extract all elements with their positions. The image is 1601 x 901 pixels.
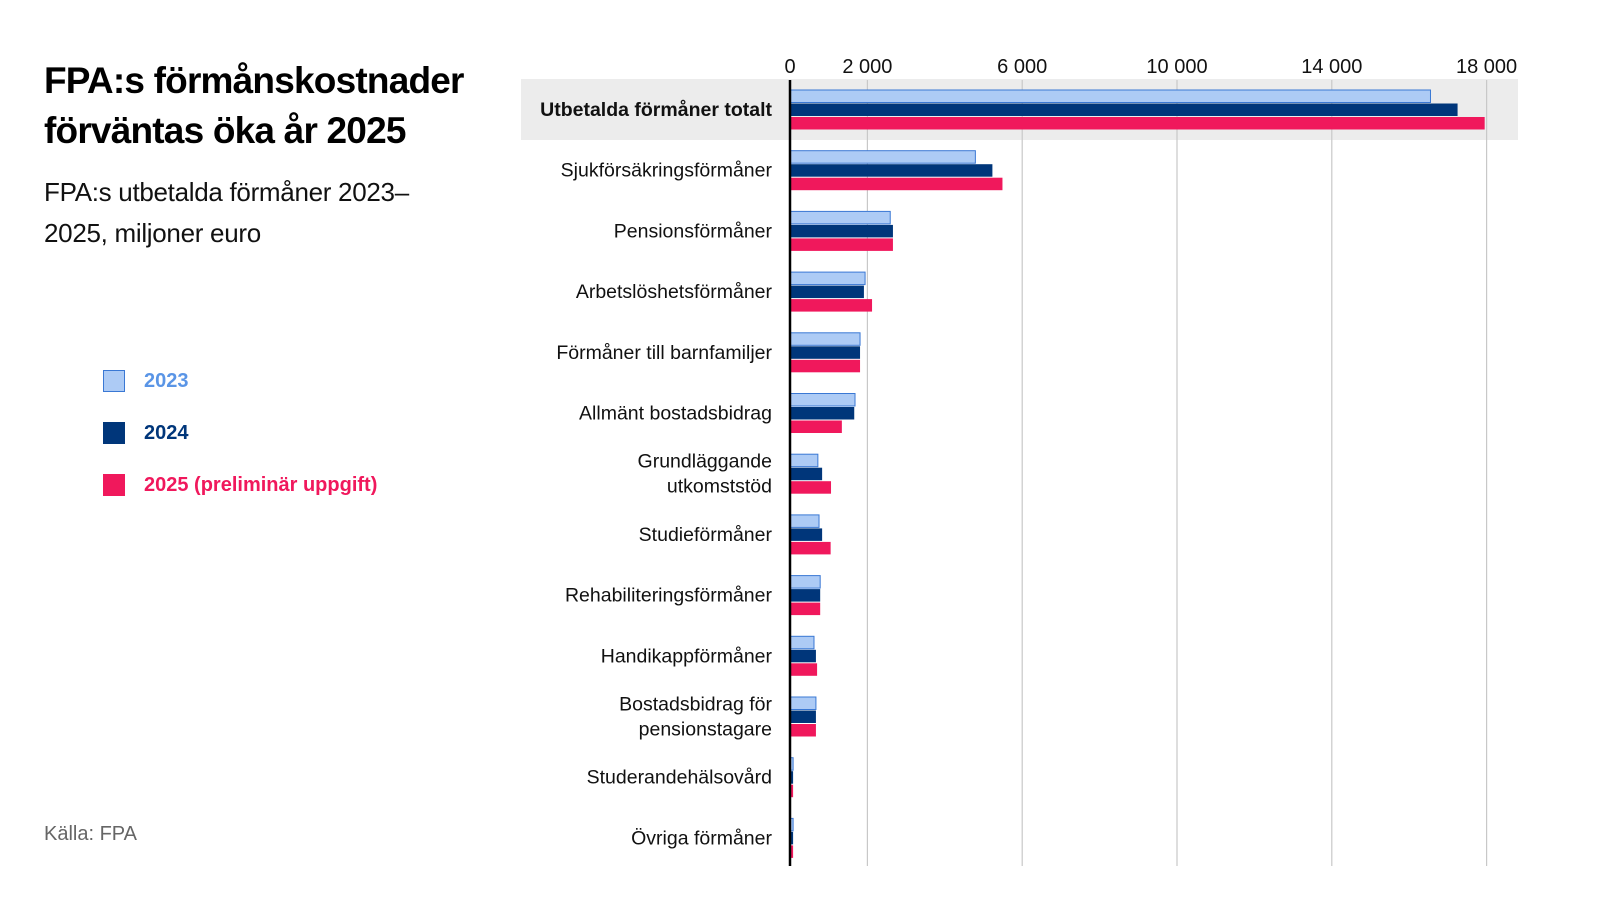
source-note: Källa: FPA (44, 823, 137, 845)
bar-2023 (789, 332, 861, 346)
legend-swatch-2024 (103, 422, 125, 444)
bar-2025 (790, 238, 893, 251)
bar-2023 (789, 575, 821, 589)
bar-2025 (790, 845, 794, 858)
bar-2025 (790, 299, 873, 312)
x-tick-label: 0 (784, 56, 795, 78)
bar-2025 (790, 481, 832, 494)
legend-swatch-2025 (103, 474, 125, 496)
bar-2024 (790, 103, 1458, 116)
category-label: Förmåner till barnfamiljer (556, 342, 772, 364)
category-label: Övriga förmåner (631, 827, 772, 849)
bar-2024 (790, 831, 794, 845)
bar-2024 (790, 224, 893, 238)
legend-label: 2025 (preliminär uppgift) (144, 473, 378, 496)
x-tick-label: 14 000 (1301, 56, 1362, 78)
legend-swatch-2023 (103, 370, 125, 392)
bar-2025 (790, 602, 821, 616)
bar-2023 (789, 271, 866, 286)
x-tick-label: 2 000 (842, 56, 892, 78)
bar-2025 (790, 541, 831, 555)
bar-2024 (790, 164, 993, 177)
category-label: Sjukförsäkringsförmåner (561, 160, 773, 182)
category-label: Studieförmåner (639, 524, 773, 546)
bar-2025 (790, 117, 1485, 130)
legend-item-2023: 2023 (103, 355, 377, 407)
category-label: Utbetalda förmåner totalt (540, 98, 772, 121)
category-label: Grundläggande (638, 451, 772, 473)
bar-2024 (790, 589, 821, 602)
x-tick-label: 6 000 (997, 56, 1047, 78)
bar-2025 (790, 724, 816, 737)
x-tick-label: 10 000 (1146, 56, 1207, 78)
bar-2023 (789, 696, 817, 710)
bar-2025 (790, 359, 861, 373)
bar-2023 (789, 210, 891, 225)
bar-2025 (790, 420, 842, 433)
bar-2024 (790, 467, 823, 481)
category-label: Handikappförmåner (601, 645, 773, 667)
bar-2025 (790, 663, 818, 676)
chart-subtitle: FPA:s utbetalda förmåner 2023–2025, milj… (44, 177, 409, 248)
category-label: pensionstagare (639, 719, 772, 741)
legend-label: 2024 (144, 421, 189, 444)
bar-2023 (789, 514, 820, 528)
bar-2024 (790, 285, 864, 299)
category-label: Allmänt bostadsbidrag (579, 403, 772, 425)
bar-2023 (789, 393, 856, 407)
bar-2023 (789, 150, 976, 164)
bar-2024 (790, 528, 823, 541)
bar-2023 (789, 89, 1431, 103)
legend: 2023 2024 2025 (preliminär uppgift) (103, 355, 377, 511)
chart-title: FPA:s förmånskostnader förväntas öka år … (44, 60, 464, 151)
category-label: Rehabiliteringsförmåner (565, 585, 773, 607)
bar-2024 (790, 771, 794, 784)
bar-2023 (789, 453, 819, 468)
category-label: Studerandehälsovård (587, 767, 772, 789)
bar-2025 (790, 177, 1003, 191)
bar-2024 (790, 710, 816, 723)
legend-item-2025: 2025 (preliminär uppgift) (103, 459, 377, 511)
category-label: utkomststöd (667, 476, 772, 498)
category-label: Bostadsbidrag för (619, 694, 772, 716)
x-tick-label: 18 000 (1456, 56, 1517, 78)
category-label: Arbetslöshetsförmåner (576, 281, 773, 303)
bar-2023 (789, 635, 815, 650)
bar-2024 (790, 649, 816, 663)
category-label: Pensionsförmåner (614, 220, 773, 242)
bar-2024 (790, 346, 861, 359)
bar-2025 (790, 784, 794, 798)
legend-label: 2023 (144, 369, 189, 392)
legend-item-2024: 2024 (103, 407, 377, 459)
bar-2024 (790, 407, 855, 420)
